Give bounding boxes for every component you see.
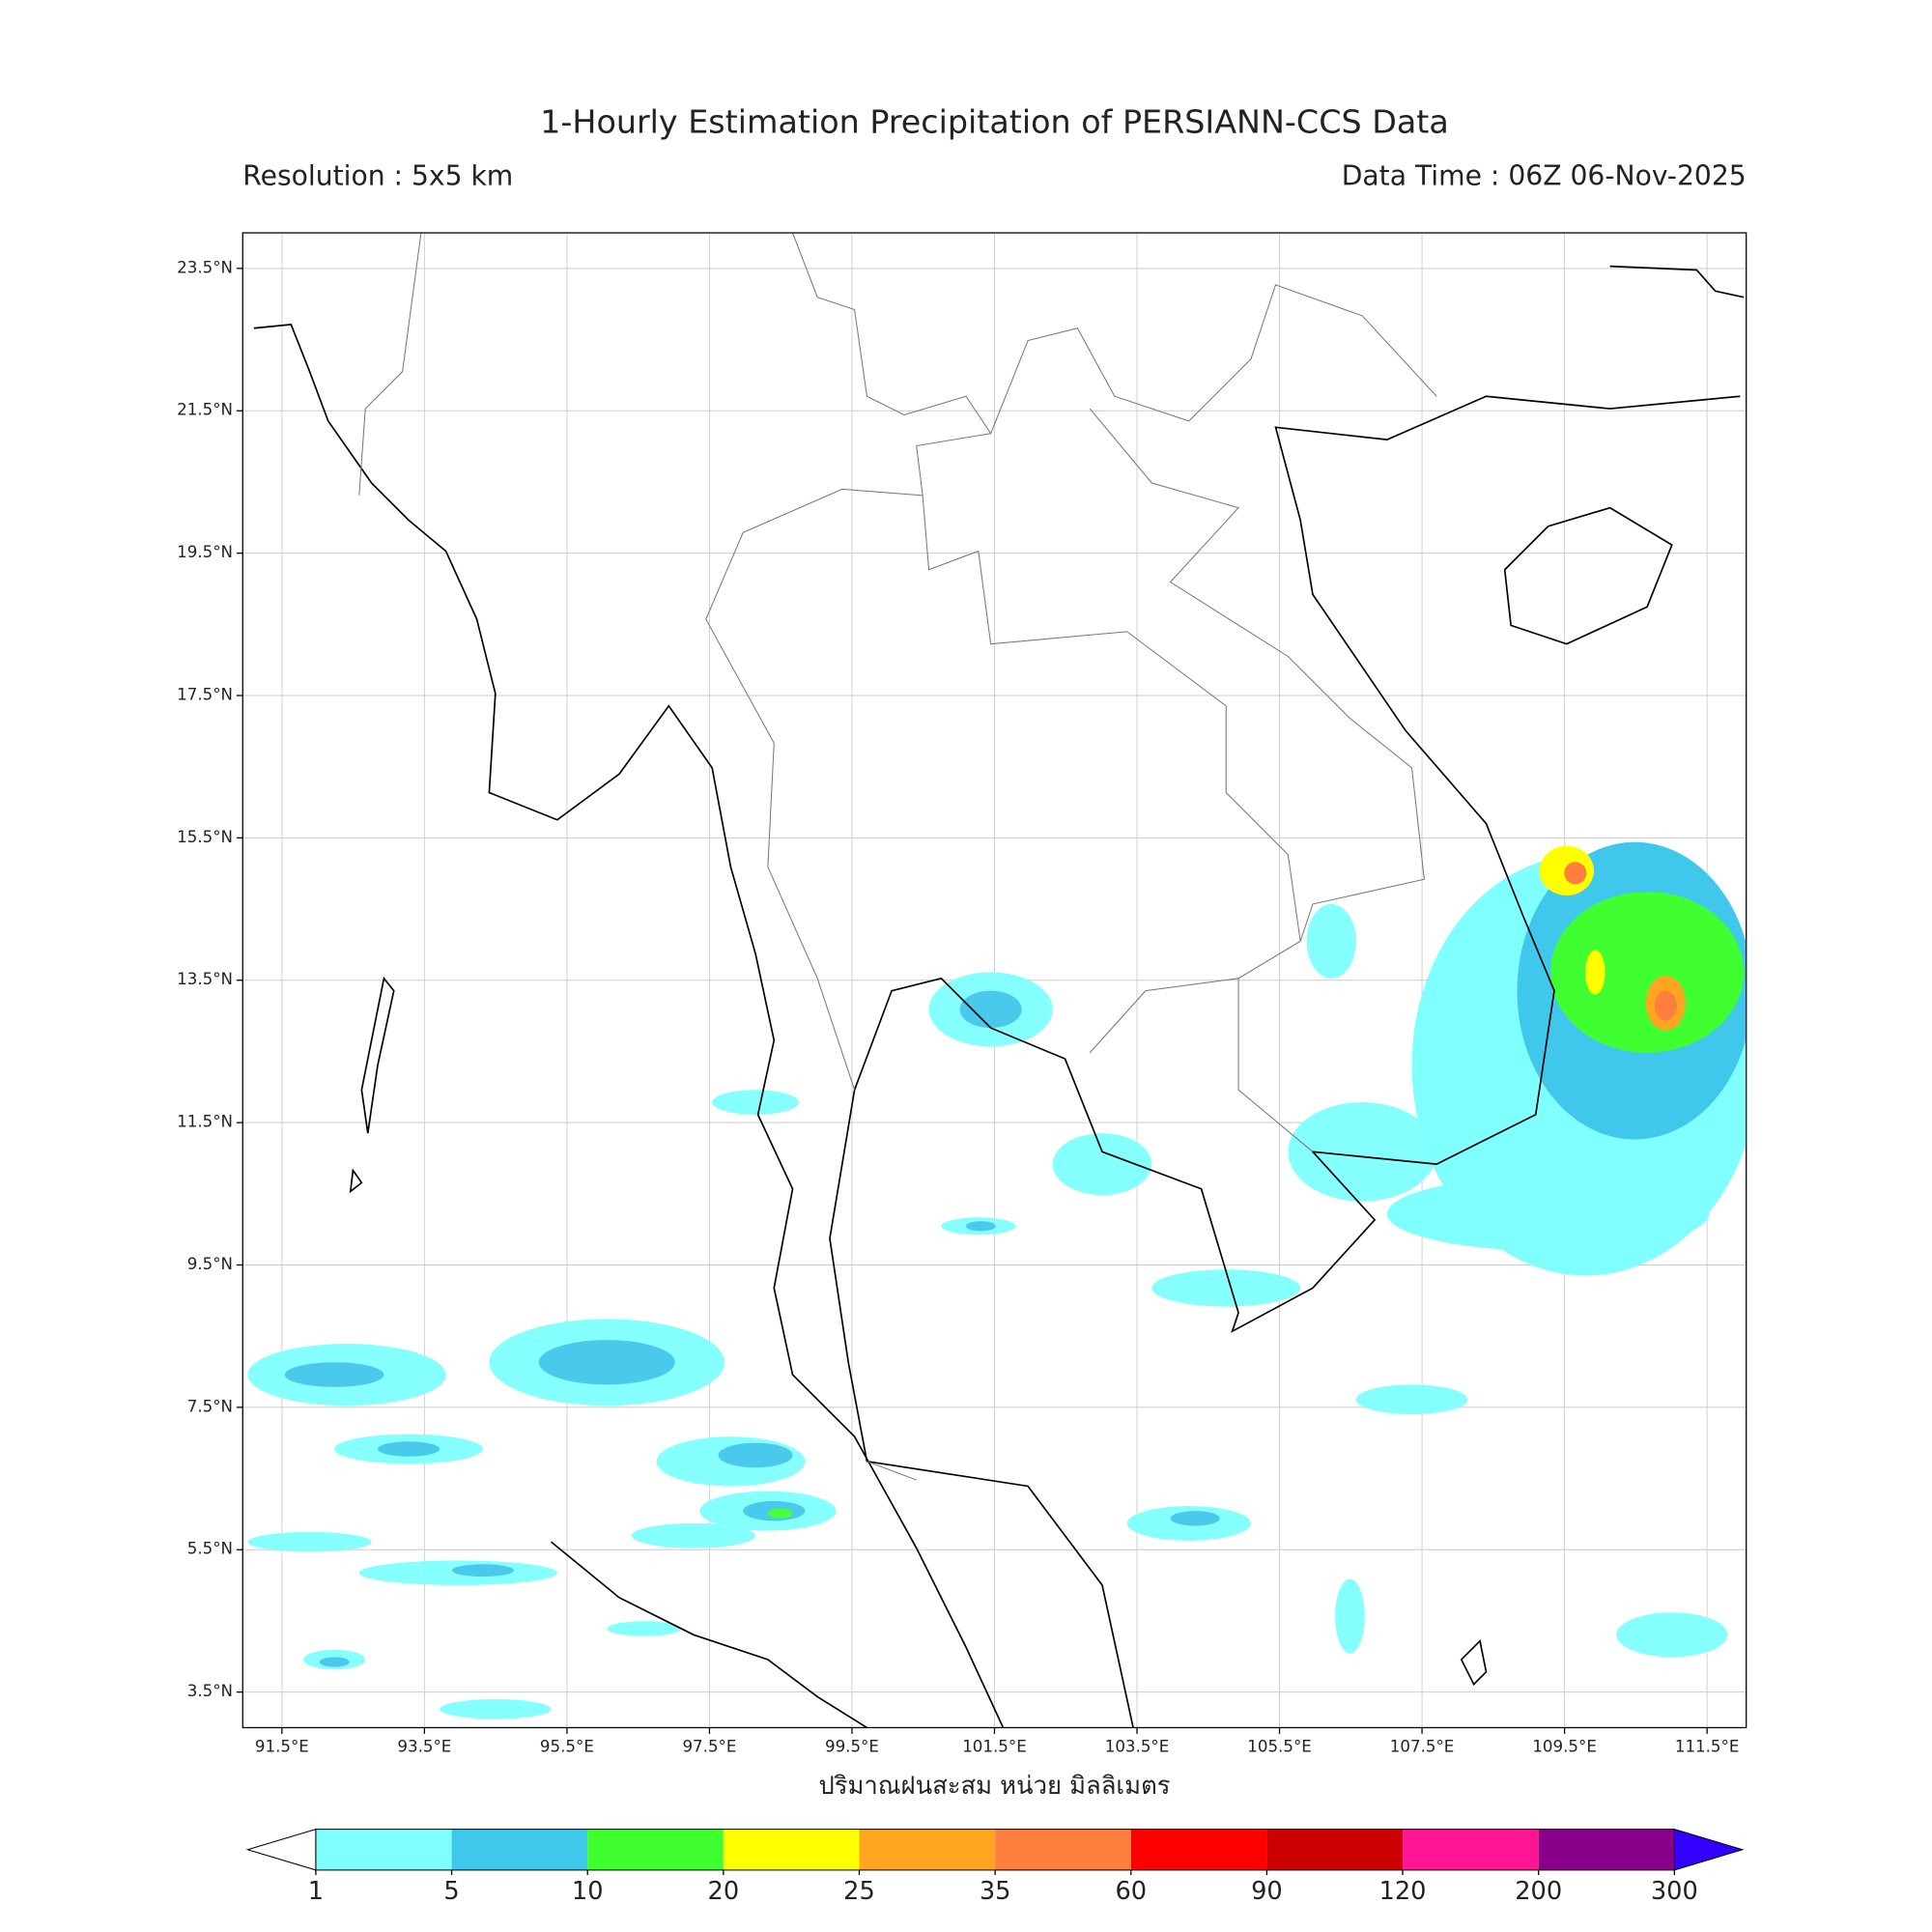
colorbar-segment	[315, 1829, 452, 1870]
colorbar-segment	[1403, 1829, 1539, 1870]
colorbar-segment	[1266, 1829, 1404, 1870]
colorbar-label: 5	[443, 1877, 459, 1906]
x-tick-label: 101.5°E	[962, 1737, 1027, 1755]
colorbar-segment	[451, 1829, 588, 1870]
colorbar-label: 35	[980, 1877, 1011, 1906]
x-tick-label: 93.5°E	[397, 1737, 451, 1755]
y-tick-label: 17.5°N	[177, 685, 233, 703]
colorbar-label: 10	[572, 1877, 604, 1906]
borders	[358, 232, 1437, 1481]
colorbar: 1 5 10 20 25 35 60 90 120 200 300	[245, 1828, 1745, 1906]
x-tick-label: 105.5°E	[1247, 1737, 1312, 1755]
y-tick-label: 21.5°N	[177, 401, 233, 419]
precipitation-layer	[247, 841, 1747, 1719]
colorbar-segment	[723, 1829, 860, 1870]
subtitle-left: Resolution : 5x5 km	[242, 159, 513, 191]
rain-east-system	[1386, 841, 1747, 1276]
x-tick-label: 109.5°E	[1532, 1737, 1597, 1755]
colorbar-under	[245, 1828, 317, 1871]
y-tick-label: 3.5°N	[187, 1682, 233, 1700]
colorbar-label: 20	[708, 1877, 740, 1906]
x-tick-label: 91.5°E	[255, 1737, 309, 1755]
colorbar-label: 1	[308, 1877, 324, 1906]
x-tick-label: 99.5°E	[825, 1737, 879, 1755]
colorbar-over	[1673, 1828, 1745, 1871]
y-tick-label: 5.5°N	[187, 1540, 233, 1558]
colorbar-label: 90	[1251, 1877, 1283, 1906]
y-tick-label: 23.5°N	[177, 258, 233, 276]
subtitle-right: Data Time : 06Z 06-Nov-2025	[1342, 159, 1747, 191]
colorbar-segment	[859, 1829, 996, 1870]
x-tick-label: 103.5°E	[1105, 1737, 1170, 1755]
y-tick-label: 7.5°N	[187, 1397, 233, 1415]
colorbar-label: 60	[1115, 1877, 1147, 1906]
colorbar-label: 300	[1651, 1877, 1698, 1906]
y-tick-label: 15.5°N	[177, 828, 233, 846]
x-tick-label: 97.5°E	[682, 1737, 736, 1755]
x-axis-label: ปริมาณฝนสะสม หน่วย มิลลิเมตร	[818, 1772, 1170, 1801]
colorbar-segment	[587, 1829, 724, 1870]
colorbar-segment	[995, 1829, 1131, 1870]
y-tick-label: 19.5°N	[177, 543, 233, 561]
y-tick-label: 9.5°N	[187, 1255, 233, 1273]
title: 1-Hourly Estimation Precipitation of PER…	[540, 103, 1449, 141]
colorbar-label: 25	[843, 1877, 875, 1906]
x-tick-label: 95.5°E	[540, 1737, 594, 1755]
colorbar-frame	[315, 1829, 1675, 1871]
grid	[242, 233, 1747, 1728]
x-tick-label: 111.5°E	[1675, 1737, 1740, 1755]
colorbar-label: 120	[1379, 1877, 1427, 1906]
y-tick-label: 11.5°N	[177, 1113, 233, 1131]
rain-west	[247, 903, 1728, 1719]
colorbar-segment	[1538, 1829, 1675, 1870]
y-tick-label: 13.5°N	[177, 970, 233, 988]
coastlines	[253, 265, 1745, 1729]
x-tick-label: 107.5°E	[1390, 1737, 1455, 1755]
colorbar-segment	[1130, 1829, 1267, 1870]
colorbar-label: 200	[1515, 1877, 1562, 1906]
